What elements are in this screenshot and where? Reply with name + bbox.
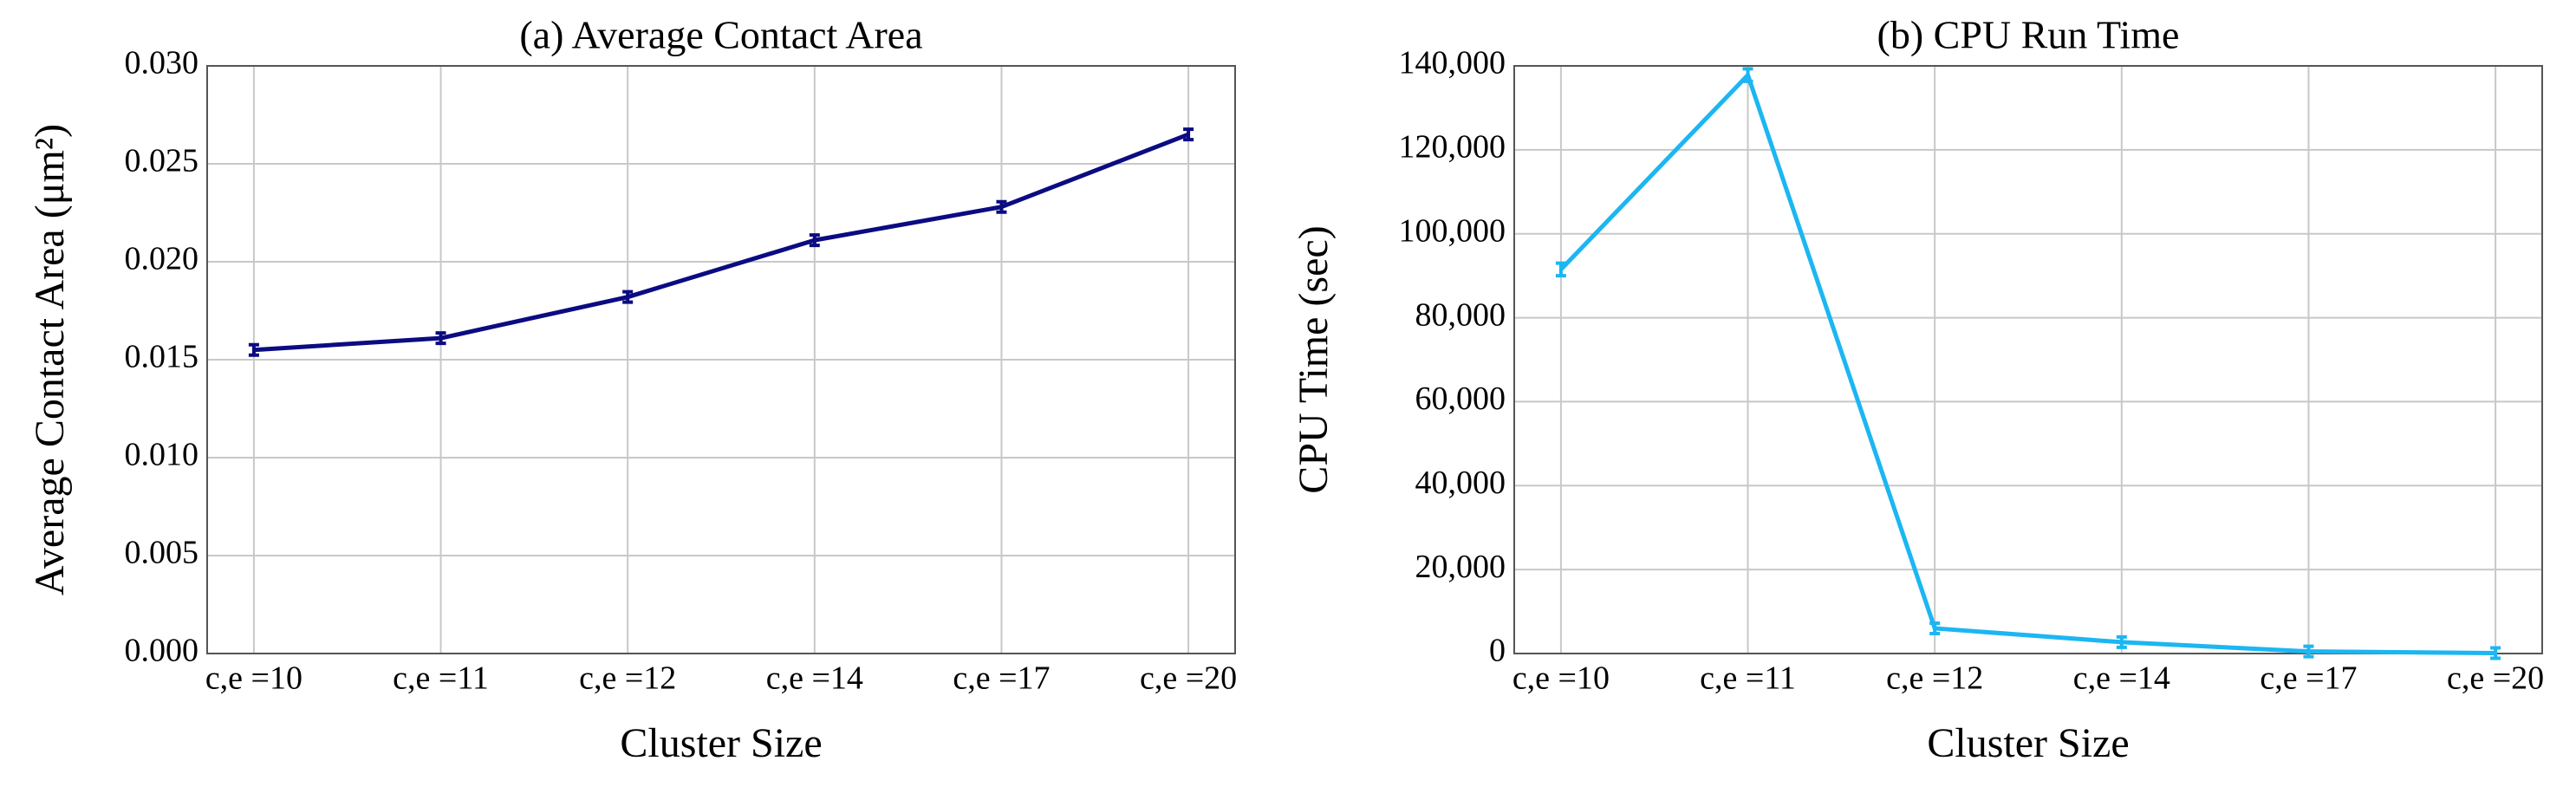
- y-tick-label: 0.000: [125, 633, 199, 669]
- x-tick-label: c,e =10: [1512, 660, 1610, 697]
- y-tick-label: 60,000: [1415, 380, 1506, 417]
- error-bar: [435, 331, 446, 346]
- y-tick-label: 120,000: [1399, 129, 1506, 166]
- x-tick-label: c,e =10: [205, 660, 302, 697]
- y-tick-label: 0.030: [125, 45, 199, 81]
- y-tick-label: 0.020: [125, 241, 199, 277]
- y-tick-label: 100,000: [1399, 212, 1506, 249]
- error-bar: [2303, 644, 2314, 659]
- error-bar: [1183, 127, 1194, 142]
- error-bar: [1929, 621, 1941, 635]
- y-tick-label: 0.015: [125, 339, 199, 375]
- chart-title: (a) Average Contact Area: [519, 13, 922, 57]
- error-bar: [248, 342, 259, 357]
- data-line: [253, 132, 1189, 353]
- x-tick-label: c,e =20: [1140, 660, 1237, 697]
- plot-frame: [1513, 65, 2543, 654]
- error-bar: [2490, 646, 2501, 660]
- x-tick-label: c,e =12: [1886, 660, 1983, 697]
- x-tick-label: c,e =20: [2447, 660, 2544, 697]
- y-tick-label: 140,000: [1399, 45, 1506, 81]
- error-bar: [1555, 261, 1566, 278]
- error-bar: [622, 289, 634, 304]
- plot-frame: [206, 65, 1236, 654]
- y-tick-label: 0.005: [125, 535, 199, 571]
- plot-area: [1514, 66, 2542, 654]
- data-line: [1559, 73, 2496, 656]
- x-tick-label: c,e =11: [1700, 660, 1796, 697]
- x-tick-label: c,e =17: [953, 660, 1050, 697]
- x-tick-label: c,e =11: [393, 660, 489, 697]
- x-axis-label: Cluster Size: [1927, 720, 2129, 766]
- y-tick-label: 0.010: [125, 437, 199, 473]
- x-tick-label: c,e =17: [2260, 660, 2357, 697]
- error-bar: [809, 233, 820, 248]
- error-bar: [2116, 634, 2127, 649]
- chart-title: (b) CPU Run Time: [1877, 13, 2180, 57]
- error-bar: [1742, 67, 1753, 83]
- y-tick-label: 20,000: [1415, 549, 1506, 585]
- y-tick-label: 0.025: [125, 143, 199, 179]
- error-bar: [996, 199, 1007, 214]
- y-axis-label: CPU Time (sec): [1291, 225, 1337, 493]
- y-tick-label: 40,000: [1415, 465, 1506, 501]
- x-tick-label: c,e =14: [2073, 660, 2170, 697]
- x-axis-label: Cluster Size: [620, 720, 822, 766]
- y-axis-label: Average Contact Area (μm²): [27, 124, 73, 595]
- x-tick-label: c,e =14: [766, 660, 863, 697]
- x-tick-label: c,e =12: [579, 660, 676, 697]
- y-tick-label: 0: [1489, 633, 1506, 669]
- y-tick-label: 80,000: [1415, 296, 1506, 333]
